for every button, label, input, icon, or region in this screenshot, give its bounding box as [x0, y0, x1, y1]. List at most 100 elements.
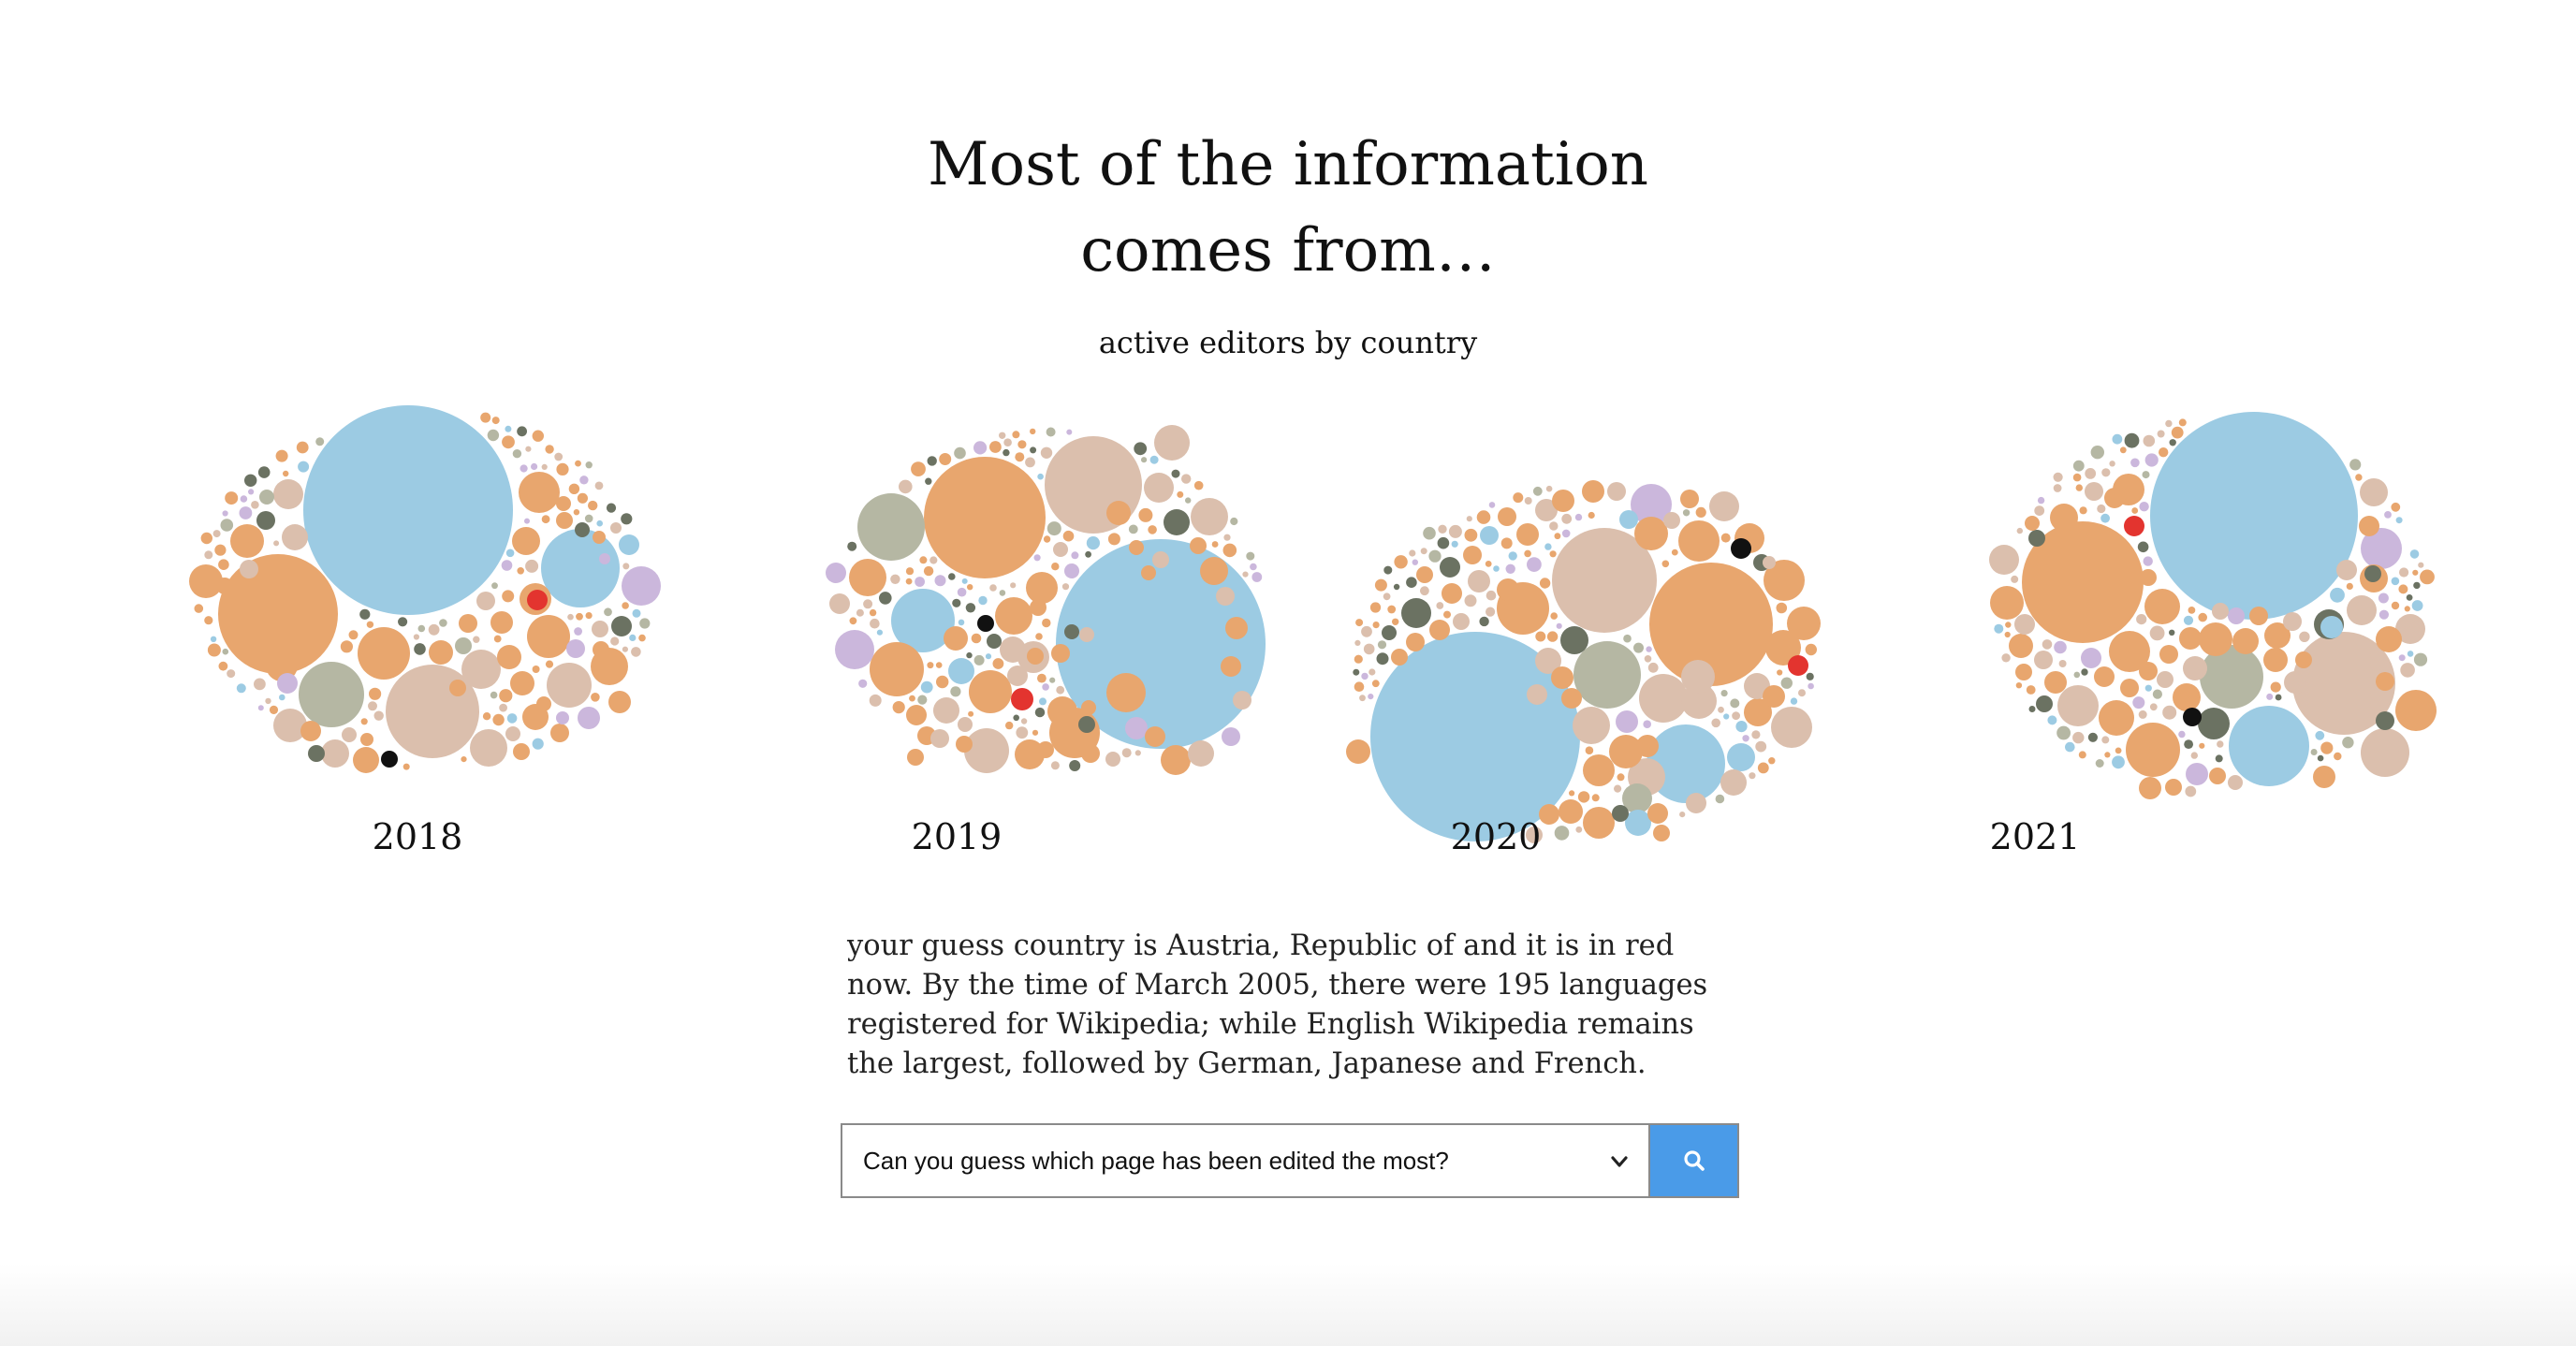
country-bubble[interactable]: [1440, 557, 1460, 578]
country-bubble-small[interactable]: [950, 686, 961, 697]
country-bubble-small[interactable]: [2065, 741, 2075, 753]
country-bubble-small[interactable]: [2399, 567, 2409, 578]
country-bubble-small[interactable]: [1476, 510, 1491, 524]
country-bubble-small[interactable]: [1549, 521, 1559, 531]
country-bubble[interactable]: [2359, 516, 2379, 536]
country-bubble[interactable]: [2209, 768, 2226, 784]
country-bubble-small[interactable]: [1085, 550, 1091, 558]
country-bubble-small[interactable]: [573, 509, 580, 516]
country-bubble-small[interactable]: [275, 449, 288, 462]
country-bubble-small[interactable]: [2101, 468, 2111, 477]
country-bubble-small[interactable]: [584, 514, 593, 523]
country-bubble-small[interactable]: [1062, 530, 1075, 542]
country-bubble[interactable]: [1731, 538, 1751, 559]
country-bubble-small[interactable]: [2184, 739, 2194, 749]
country-bubble-small[interactable]: [200, 532, 212, 545]
country-bubble-small[interactable]: [1671, 549, 1678, 556]
country-bubble[interactable]: [541, 529, 620, 607]
country-bubble-small[interactable]: [1061, 583, 1070, 591]
country-bubble[interactable]: [1200, 557, 1228, 585]
country-bubble[interactable]: [218, 554, 338, 674]
country-bubble-small[interactable]: [989, 584, 997, 592]
country-bubble[interactable]: [1607, 482, 1626, 501]
country-bubble-small[interactable]: [2165, 419, 2173, 428]
country-bubble[interactable]: [1463, 546, 1482, 564]
country-bubble[interactable]: [2292, 632, 2395, 735]
country-bubble-small[interactable]: [1718, 706, 1724, 713]
country-bubble[interactable]: [230, 524, 264, 558]
country-bubble-small[interactable]: [2149, 703, 2158, 711]
country-bubble-small[interactable]: [1751, 730, 1761, 739]
country-bubble-small[interactable]: [2400, 663, 2415, 678]
country-bubble-small[interactable]: [1037, 673, 1046, 683]
country-bubble-small[interactable]: [2409, 549, 2420, 559]
country-bubble-small[interactable]: [1033, 554, 1041, 562]
country-bubble-small[interactable]: [2411, 600, 2423, 611]
country-bubble-small[interactable]: [1464, 594, 1477, 607]
country-bubble[interactable]: [1125, 717, 1148, 739]
country-bubble[interactable]: [2320, 616, 2343, 638]
country-bubble-small[interactable]: [2119, 446, 2127, 454]
country-bubble-small[interactable]: [2143, 556, 2153, 566]
country-bubble[interactable]: [2361, 728, 2409, 777]
country-bubble[interactable]: [2361, 528, 2402, 569]
country-bubble-small[interactable]: [876, 629, 884, 636]
country-bubble-small[interactable]: [2413, 652, 2428, 666]
country-bubble[interactable]: [2212, 603, 2229, 620]
country-bubble[interactable]: [1026, 572, 1058, 604]
country-bubble-small[interactable]: [1505, 563, 1515, 574]
country-bubble-small[interactable]: [1015, 452, 1025, 462]
country-bubble-small[interactable]: [1409, 549, 1416, 557]
country-bubble[interactable]: [930, 729, 949, 748]
country-bubble-small[interactable]: [413, 634, 419, 640]
country-bubble-small[interactable]: [525, 559, 539, 573]
country-bubble-small[interactable]: [1545, 485, 1553, 492]
country-bubble-small[interactable]: [1138, 507, 1153, 522]
country-bubble[interactable]: [1636, 735, 1659, 757]
country-bubble-small[interactable]: [1730, 698, 1740, 709]
country-bubble-small[interactable]: [1575, 826, 1583, 833]
country-bubble-small[interactable]: [2078, 751, 2086, 759]
country-bubble[interactable]: [1037, 741, 1054, 758]
country-bubble[interactable]: [1233, 691, 1251, 710]
country-bubble-small[interactable]: [1371, 680, 1380, 688]
country-bubble[interactable]: [1391, 649, 1408, 666]
country-bubble[interactable]: [1727, 743, 1755, 771]
country-bubble-small[interactable]: [1443, 610, 1451, 619]
country-bubble-small[interactable]: [2169, 439, 2176, 446]
country-bubble[interactable]: [216, 578, 233, 594]
country-bubble[interactable]: [2264, 622, 2291, 649]
country-bubble-small[interactable]: [1393, 583, 1400, 591]
country-bubble-small[interactable]: [502, 435, 515, 449]
country-bubble-small[interactable]: [978, 595, 988, 606]
country-bubble[interactable]: [1188, 740, 1214, 767]
country-bubble[interactable]: [2229, 706, 2309, 786]
country-bubble[interactable]: [2025, 516, 2040, 531]
country-bubble[interactable]: [2015, 664, 2032, 680]
country-bubble[interactable]: [857, 493, 925, 561]
country-bubble[interactable]: [308, 745, 325, 762]
country-bubble-small[interactable]: [1535, 631, 1546, 642]
country-bubble-small[interactable]: [1755, 740, 1767, 753]
country-bubble[interactable]: [2126, 723, 2180, 777]
country-bubble-small[interactable]: [1046, 427, 1056, 437]
country-bubble-small[interactable]: [2217, 740, 2224, 748]
country-bubble-small[interactable]: [501, 560, 513, 571]
country-bubble-small[interactable]: [2188, 607, 2196, 614]
country-bubble[interactable]: [2159, 645, 2178, 664]
country-bubble[interactable]: [470, 729, 507, 767]
country-bubble[interactable]: [1631, 484, 1672, 525]
country-bubble[interactable]: [1346, 739, 1370, 764]
country-bubble-small[interactable]: [2058, 660, 2067, 667]
country-bubble-small[interactable]: [2053, 484, 2062, 492]
country-bubble-small[interactable]: [1040, 446, 1053, 459]
country-bubble[interactable]: [2173, 683, 2201, 711]
country-bubble-small[interactable]: [1486, 590, 1497, 601]
country-bubble-small[interactable]: [417, 624, 426, 633]
country-bubble-small[interactable]: [567, 613, 574, 621]
country-bubble-small[interactable]: [973, 441, 988, 455]
country-bubble-small[interactable]: [1544, 543, 1552, 550]
country-bubble-small[interactable]: [890, 574, 900, 584]
country-bubble[interactable]: [1552, 528, 1657, 633]
country-bubble-small[interactable]: [2136, 614, 2147, 625]
